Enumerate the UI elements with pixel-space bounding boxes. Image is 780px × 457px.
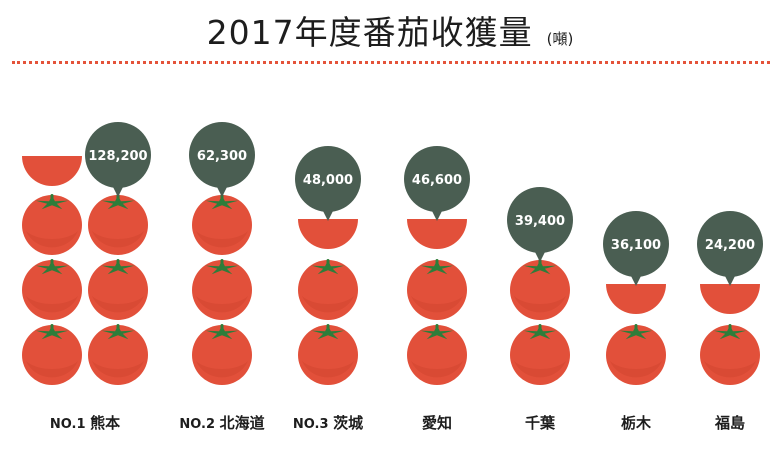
value-bubble: 62,300 bbox=[189, 122, 255, 197]
half-tomato-icon bbox=[606, 284, 666, 314]
category-label: 栃木 bbox=[621, 414, 652, 432]
prefecture-label: 愛知 bbox=[422, 414, 452, 432]
tomato-icon bbox=[407, 259, 467, 320]
half-tomato-icon bbox=[298, 219, 358, 249]
value-label: 62,300 bbox=[197, 149, 247, 164]
tomato-icon bbox=[298, 324, 358, 385]
prefecture-label: 熊本 bbox=[90, 414, 120, 432]
chart-title: 2017年度番茄收獲量 bbox=[206, 13, 533, 52]
half-tomato-icon bbox=[22, 156, 82, 186]
value-bubble: 46,600 bbox=[404, 146, 470, 221]
prefecture-label: 茨城 bbox=[333, 414, 363, 432]
chart-title-area: 2017年度番茄收獲量 (噸) bbox=[0, 6, 780, 56]
tomato-icon bbox=[192, 259, 252, 320]
prefecture-label: 福島 bbox=[714, 414, 745, 432]
unit-label: (噸) bbox=[546, 30, 574, 48]
category-label: 福島 bbox=[714, 414, 745, 432]
tomato-icon bbox=[510, 259, 570, 320]
value-label: 48,000 bbox=[303, 173, 353, 188]
category-label: NO.1 熊本 bbox=[50, 414, 120, 432]
tomato-icon bbox=[192, 194, 252, 255]
half-tomato-icon bbox=[407, 219, 467, 249]
tomato-icon bbox=[88, 259, 148, 320]
value-bubble: 36,100 bbox=[603, 211, 669, 286]
tomato-icon bbox=[298, 259, 358, 320]
tomato-icon bbox=[22, 259, 82, 320]
category-label: 愛知 bbox=[422, 414, 452, 432]
rank-label: NO.3 bbox=[293, 417, 333, 432]
rank-label: NO.1 bbox=[50, 417, 90, 432]
category-label: 千葉 bbox=[525, 414, 556, 432]
value-label: 24,200 bbox=[705, 238, 755, 253]
prefecture-label: 北海道 bbox=[220, 414, 265, 432]
tomato-icon bbox=[22, 194, 82, 255]
half-tomato-icon bbox=[700, 284, 760, 314]
tomato-icon bbox=[700, 324, 760, 385]
tomato-icon bbox=[192, 324, 252, 385]
value-bubble: 39,400 bbox=[507, 187, 573, 262]
category-label: NO.2 北海道 bbox=[179, 414, 264, 432]
value-label: 128,200 bbox=[88, 149, 147, 164]
value-bubble: 24,200 bbox=[697, 211, 763, 286]
dotted-divider bbox=[12, 61, 770, 64]
value-label: 46,600 bbox=[412, 173, 462, 188]
tomato-icon bbox=[407, 324, 467, 385]
prefecture-label: 千葉 bbox=[525, 414, 556, 432]
tomato-icon bbox=[88, 194, 148, 255]
category-label: NO.3 茨城 bbox=[293, 414, 363, 432]
tomato-icon bbox=[510, 324, 570, 385]
value-label: 39,400 bbox=[515, 214, 565, 229]
prefecture-label: 栃木 bbox=[621, 414, 652, 432]
tomato-icon bbox=[606, 324, 666, 385]
value-bubble: 128,200 bbox=[85, 122, 151, 197]
rank-label: NO.2 bbox=[179, 417, 219, 432]
value-bubble: 48,000 bbox=[295, 146, 361, 221]
value-label: 36,100 bbox=[611, 238, 661, 253]
tomato-icon bbox=[88, 324, 148, 385]
tomato-icon bbox=[22, 324, 82, 385]
